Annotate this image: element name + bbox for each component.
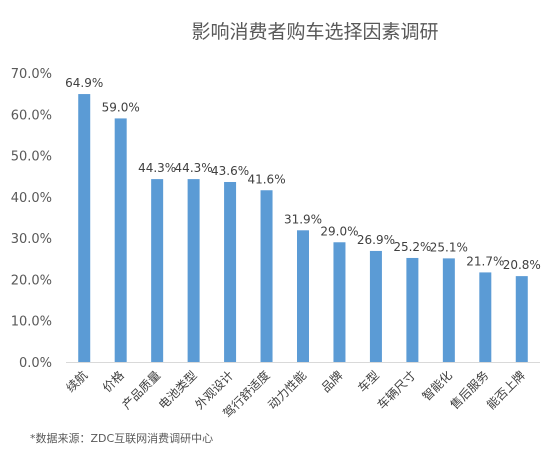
category-label: 售后服务 [447,368,492,413]
data-label: 31.9% [284,212,322,226]
y-tick-label: 70.0% [11,67,52,82]
y-tick-label: 20.0% [11,273,52,288]
bars-group [78,94,528,363]
y-axis: 0.0% 10.0% 20.0% 30.0% 40.0% 50.0% 60.0% 70.0% [11,67,52,371]
bar [297,230,309,362]
bar [260,190,273,362]
category-label: 车型 [354,368,382,396]
data-label: 29.0% [320,224,358,238]
bar [151,179,164,362]
category-label: 智能化 [419,368,455,404]
data-label: 43.6% [211,164,249,178]
bar [114,118,127,363]
bar [479,272,492,362]
y-tick-label: 40.0% [11,191,52,206]
data-label: 41.6% [247,172,285,186]
data-label: 20.8% [503,258,541,272]
data-label: 44.3% [175,161,213,175]
bar [406,257,419,362]
y-tick-label: 60.0% [11,108,52,123]
bar [78,94,91,362]
bar [333,242,346,362]
data-label: 64.9% [65,76,103,90]
bar [187,179,200,362]
category-label: 电池类型 [156,368,200,412]
category-label: 动力性能 [265,368,309,412]
data-label: 44.3% [138,161,176,175]
chart-title: 影响消费者购车选择因素调研 [191,21,438,43]
data-labels-group: 64.9%59.0%44.3%44.3%43.6%41.6%31.9%29.0%… [65,76,541,272]
data-label: 59.0% [102,100,140,114]
data-label: 25.2% [393,240,431,254]
category-label: 续航 [63,368,91,396]
category-label: 车辆尺寸 [374,368,419,413]
bar [224,181,237,362]
bar [515,276,528,362]
category-label: 品牌 [319,368,346,395]
bar [442,258,455,362]
y-tick-label: 10.0% [11,315,52,330]
y-tick-label: 0.0% [19,356,52,371]
data-label: 25.1% [430,240,468,254]
data-label: 26.9% [357,233,395,247]
y-tick-label: 30.0% [11,232,52,247]
source-note: *数据来源：ZDC互联网消费调研中心 [30,431,213,445]
y-tick-label: 50.0% [11,150,52,165]
bar [369,250,382,362]
data-label: 21.7% [466,254,504,268]
category-label: 能否上牌 [484,368,528,412]
category-label: 价格 [99,368,127,396]
category-label: 产品质量 [119,368,163,412]
